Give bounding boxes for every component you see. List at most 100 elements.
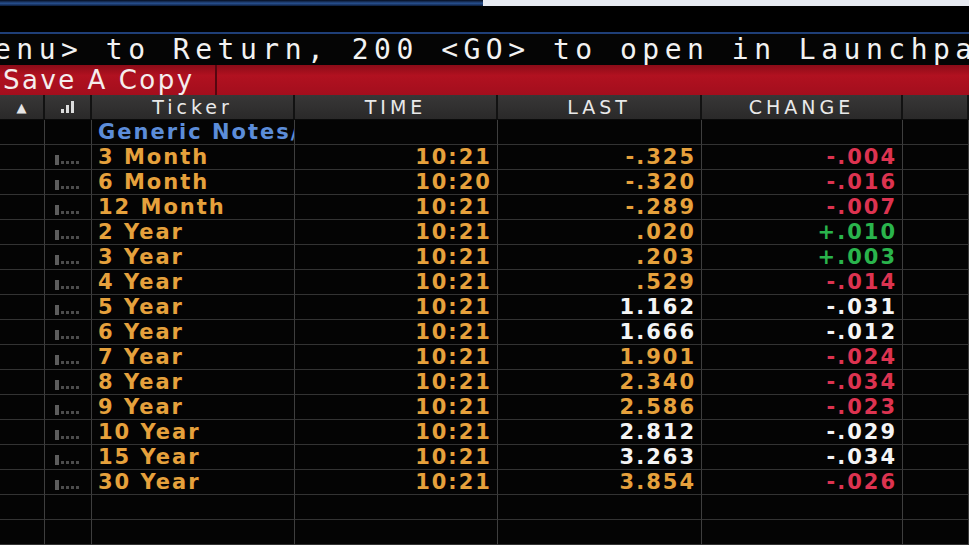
row-empty-cell: [903, 270, 969, 295]
mini-chart-icon: [55, 330, 79, 340]
chart-cell: [45, 320, 92, 345]
table-row[interactable]: 2 Year10:21.020+.010: [0, 220, 969, 245]
ticker-cell[interactable]: 3 Year: [92, 245, 295, 270]
change-cell: [702, 495, 903, 520]
header-change[interactable]: CHANGE: [702, 95, 903, 120]
row-empty-cell: [903, 145, 969, 170]
change-cell: -.004: [702, 145, 903, 170]
ticker-cell[interactable]: 15 Year: [92, 445, 295, 470]
time-cell: 10:21: [295, 395, 498, 420]
last-cell: 2.586: [498, 395, 702, 420]
mini-chart-icon: [55, 380, 79, 390]
chart-cell: [45, 145, 92, 170]
last-cell: [498, 120, 702, 145]
table-row[interactable]: 15 Year10:213.263-.034: [0, 445, 969, 470]
bloomberg-window: enu> to Return, 200 <GO> to open in Laun…: [0, 0, 969, 545]
time-cell: 10:21: [295, 345, 498, 370]
time-cell: 10:21: [295, 320, 498, 345]
row-empty-cell: [903, 395, 969, 420]
last-cell: 3.854: [498, 470, 702, 495]
mini-chart-icon: [55, 355, 79, 365]
ticker-cell[interactable]: 4 Year: [92, 270, 295, 295]
alert-cell: [0, 145, 45, 170]
table-row[interactable]: 9 Year10:212.586-.023: [0, 395, 969, 420]
table-row[interactable]: 3 Month10:21-.325-.004: [0, 145, 969, 170]
mini-chart-icon: [55, 430, 79, 440]
ticker-cell[interactable]: 2 Year: [92, 220, 295, 245]
time-cell: 10:21: [295, 445, 498, 470]
ticker-cell: [92, 495, 295, 520]
mini-chart-icon: [55, 230, 79, 240]
header-last[interactable]: LAST: [498, 95, 702, 120]
ticker-cell[interactable]: 30 Year: [92, 470, 295, 495]
toolbar: Save A Copy: [0, 65, 969, 95]
last-cell: .529: [498, 270, 702, 295]
mini-chart-icon: [55, 255, 79, 265]
last-cell: 2.340: [498, 370, 702, 395]
top-strip-left-segment: [0, 0, 483, 6]
table-row[interactable]: 12 Month10:21-.289-.007: [0, 195, 969, 220]
chart-cell: [45, 195, 92, 220]
time-cell: 10:21: [295, 195, 498, 220]
table-row[interactable]: 5 Year10:211.162-.031: [0, 295, 969, 320]
last-cell: 1.666: [498, 320, 702, 345]
header-empty-column: [903, 95, 969, 120]
row-empty-cell: [903, 220, 969, 245]
save-a-copy-button[interactable]: Save A Copy: [0, 65, 217, 95]
alert-cell: [0, 470, 45, 495]
alert-cell: [0, 370, 45, 395]
table-header-row: ▲ Ticker TIME LAST CHANGE: [0, 95, 969, 120]
ticker-cell[interactable]: 3 Month: [92, 145, 295, 170]
time-cell: [295, 120, 498, 145]
header-chart-column[interactable]: [45, 95, 92, 120]
alert-cell: [0, 345, 45, 370]
chart-cell: [45, 395, 92, 420]
quote-table: ▲ Ticker TIME LAST CHANGE Generic Notes/…: [0, 95, 969, 545]
table-row[interactable]: 3 Year10:21.203+.003: [0, 245, 969, 270]
chart-cell: [45, 295, 92, 320]
mini-chart-icon: [55, 305, 79, 315]
change-cell: -.012: [702, 320, 903, 345]
mini-chart-icon: [55, 480, 79, 490]
change-cell: [702, 120, 903, 145]
alert-cell: [0, 420, 45, 445]
table-row[interactable]: 30 Year10:213.854-.026: [0, 470, 969, 495]
table-row[interactable]: 7 Year10:211.901-.024: [0, 345, 969, 370]
change-cell: -.034: [702, 370, 903, 395]
ticker-cell[interactable]: 12 Month: [92, 195, 295, 220]
header-time[interactable]: TIME: [295, 95, 498, 120]
time-cell: 10:21: [295, 295, 498, 320]
change-cell: -.034: [702, 445, 903, 470]
ticker-cell[interactable]: 9 Year: [92, 395, 295, 420]
message-bar-text: enu> to Return, 200 <GO> to open in Laun…: [0, 33, 969, 65]
mini-chart-icon: [55, 180, 79, 190]
last-cell: -.325: [498, 145, 702, 170]
table-row[interactable]: 8 Year10:212.340-.034: [0, 370, 969, 395]
time-cell: 10:21: [295, 470, 498, 495]
ticker-cell[interactable]: 8 Year: [92, 370, 295, 395]
chart-cell: [45, 520, 92, 545]
ticker-cell[interactable]: 7 Year: [92, 345, 295, 370]
group-label: Generic Notes/Bond: [92, 120, 295, 145]
alert-cell: [0, 495, 45, 520]
header-ticker[interactable]: Ticker: [92, 95, 295, 120]
alert-cell: [0, 270, 45, 295]
mini-chart-icon: [55, 405, 79, 415]
time-cell: 10:21: [295, 145, 498, 170]
table-row[interactable]: 6 Month10:20-.320-.016: [0, 170, 969, 195]
table-row[interactable]: 4 Year10:21.529-.014: [0, 270, 969, 295]
ticker-cell[interactable]: 5 Year: [92, 295, 295, 320]
ticker-cell[interactable]: 10 Year: [92, 420, 295, 445]
header-alert-column[interactable]: ▲: [0, 95, 45, 120]
ticker-cell[interactable]: 6 Year: [92, 320, 295, 345]
table-group-row[interactable]: Generic Notes/Bond: [0, 120, 969, 145]
last-cell: 2.812: [498, 420, 702, 445]
alert-cell: [0, 320, 45, 345]
change-cell: -.016: [702, 170, 903, 195]
alert-cell: [0, 120, 45, 145]
ticker-cell[interactable]: 6 Month: [92, 170, 295, 195]
chart-cell: [45, 445, 92, 470]
table-row[interactable]: 10 Year10:212.812-.029: [0, 420, 969, 445]
alert-cell: [0, 170, 45, 195]
table-row[interactable]: 6 Year10:211.666-.012: [0, 320, 969, 345]
